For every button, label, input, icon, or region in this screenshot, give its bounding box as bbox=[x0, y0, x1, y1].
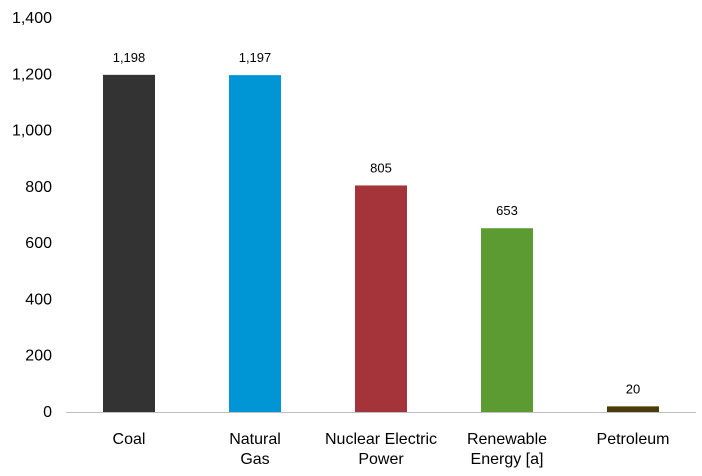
x-tick-label: Petroleum bbox=[597, 431, 670, 448]
data-label: 20 bbox=[626, 381, 640, 396]
bars bbox=[103, 74, 659, 412]
data-label: 653 bbox=[496, 203, 518, 218]
data-label: 1,197 bbox=[239, 50, 272, 65]
data-labels: 1,198 1,197 805 653 20 bbox=[113, 50, 641, 397]
data-label: 1,198 bbox=[113, 50, 146, 65]
y-tick-label: 200 bbox=[25, 348, 52, 365]
bar bbox=[355, 185, 407, 412]
y-tick-label: 1,000 bbox=[12, 123, 52, 140]
y-tick-label: 800 bbox=[25, 179, 52, 196]
bar bbox=[481, 228, 533, 412]
data-label: 805 bbox=[370, 160, 392, 175]
x-tick-label: Nuclear Electric Power bbox=[325, 431, 437, 468]
y-tick-label: 1,400 bbox=[12, 10, 52, 27]
y-tick-label: 400 bbox=[25, 291, 52, 308]
x-tick-label: Coal bbox=[113, 431, 146, 448]
y-tick-label: 0 bbox=[43, 404, 52, 421]
bar bbox=[229, 75, 281, 412]
y-tick-label: 600 bbox=[25, 235, 52, 252]
bar bbox=[103, 74, 155, 412]
x-tick-label: Renewable Energy [a] bbox=[467, 431, 547, 468]
bar bbox=[607, 406, 659, 412]
y-tick-label: 1,200 bbox=[12, 66, 52, 83]
x-axis: Coal Natural Gas Nuclear Electric Power Renew… bbox=[113, 431, 670, 468]
y-axis: 0 200 400 600 800 1,000 1,200 1,400 bbox=[12, 10, 52, 421]
x-tick-label: Natural Gas bbox=[229, 431, 281, 468]
